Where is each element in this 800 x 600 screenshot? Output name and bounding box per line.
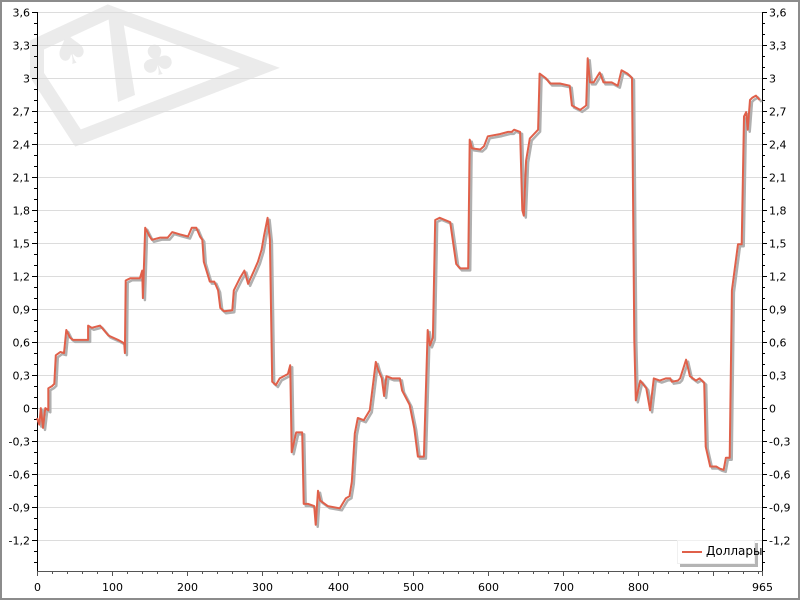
y-tick-label-left: -0,3 [9, 436, 30, 449]
y-tick-label-right: 0,6 [769, 337, 787, 350]
y-tick-label-left: 0 [23, 403, 30, 416]
x-tick-label: 100 [102, 581, 123, 594]
legend-label: Доллары [706, 544, 763, 558]
y-tick-label-right: 3,3 [769, 40, 787, 53]
legend-swatch [682, 551, 702, 553]
y-tick-label-left: 3,3 [13, 40, 31, 53]
x-tick-label: 700 [553, 581, 574, 594]
y-tick-label-right: 1,5 [769, 238, 787, 251]
x-tick-label: 965 [752, 581, 773, 594]
y-tick-label-left: 1,2 [13, 271, 31, 284]
y-tick-label-left: -0,6 [9, 469, 30, 482]
watermark-card-divider [108, 14, 135, 102]
y-tick-label-left: 1,5 [13, 238, 31, 251]
y-tick-label-left: 2,4 [13, 139, 31, 152]
y-tick-label-right: 1,2 [769, 271, 787, 284]
y-tick-label-right: -0,3 [769, 436, 790, 449]
y-tick-label-left: 3,6 [13, 7, 31, 20]
axes: 3,6 3,6 3,3 3,3 3 3 2,7 2,7 2,4 2,4 2,1 2,1 1,8 1,8 1,… [9, 7, 791, 595]
series-line-dollars [36, 57, 761, 526]
y-tick-label-right: -1,2 [769, 535, 790, 548]
legend: Доллары [677, 540, 763, 564]
y-tick-label-left: 3 [23, 73, 30, 86]
x-tick-label: 800 [628, 581, 649, 594]
y-tick-label-left: -0,9 [9, 502, 30, 515]
y-tick-label-right: 2,1 [769, 172, 787, 185]
y-tick-label-right: 1,8 [769, 205, 787, 218]
watermark-logo: ♠ ♣ [30, 4, 280, 147]
y-tick-label-left: -1,2 [9, 535, 30, 548]
x-tick-label: 200 [177, 581, 198, 594]
y-tick-label-right: 0,9 [769, 304, 787, 317]
y-tick-label-right: 0 [769, 403, 776, 416]
x-tick-label: 400 [328, 581, 349, 594]
y-tick-label-right: 2,7 [769, 106, 787, 119]
y-tick-label-left: 1,8 [13, 205, 31, 218]
y-tick-label-right: 0,3 [769, 370, 787, 383]
y-tick-label-left: 0,6 [13, 337, 31, 350]
x-tick-label: 600 [478, 581, 499, 594]
y-tick-label-left: 0,9 [13, 304, 31, 317]
y-tick-label-right: -0,6 [769, 469, 790, 482]
grid-lines [37, 12, 762, 541]
y-tick-label-right: 3,6 [769, 7, 787, 20]
x-tick-label: 300 [252, 581, 273, 594]
series-layer [36, 57, 763, 529]
y-tick-label-right: -0,9 [769, 502, 790, 515]
series-line-shadow [37, 58, 763, 529]
spade-icon: ♠ [46, 21, 95, 78]
x-tick-label: 500 [403, 581, 424, 594]
y-tick-label-left: 2,1 [13, 172, 31, 185]
y-tick-label-right: 2,4 [769, 139, 787, 152]
y-tick-label-right: 3 [769, 73, 776, 86]
y-tick-label-left: 0,3 [13, 370, 31, 383]
y-tick-label-left: 2,7 [13, 106, 31, 119]
x-tick-label: 0 [34, 581, 41, 594]
